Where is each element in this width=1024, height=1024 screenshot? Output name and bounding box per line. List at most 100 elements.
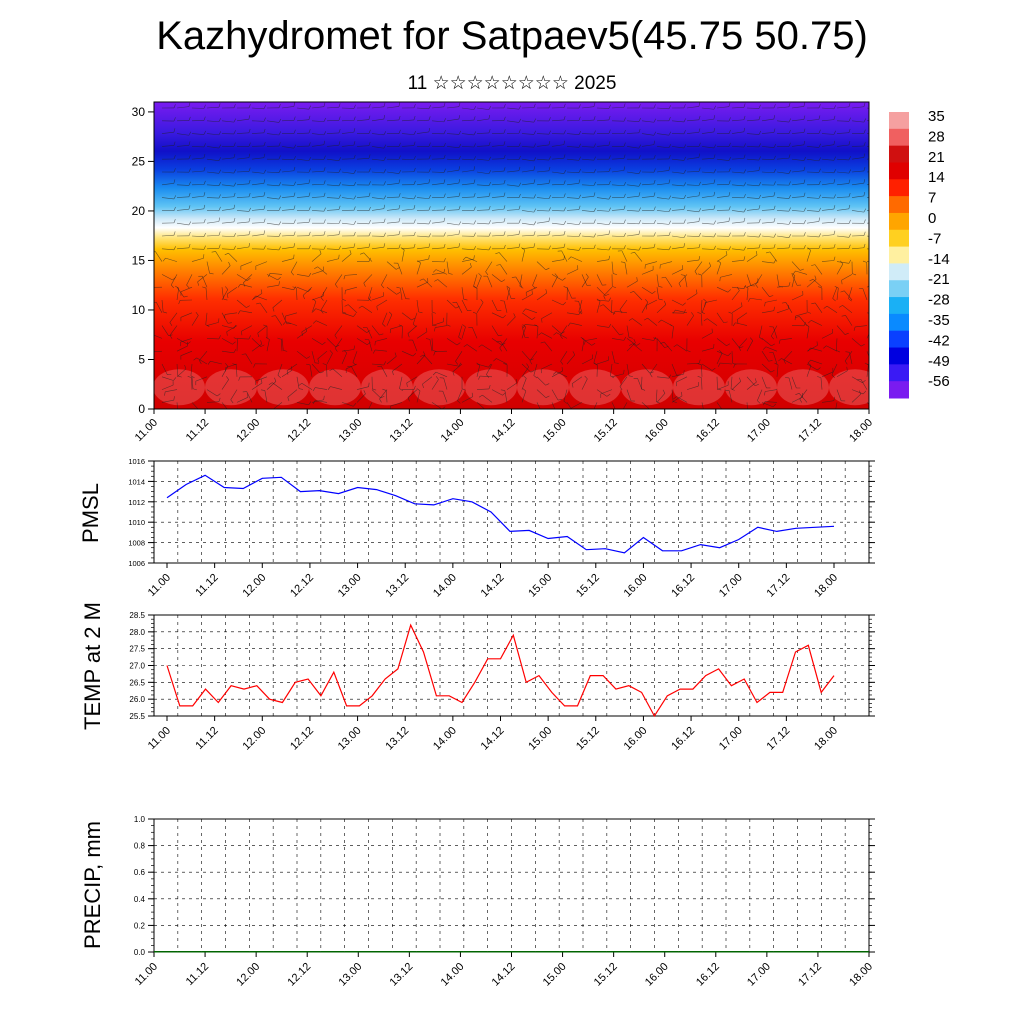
wind-barb: [836, 171, 849, 174]
wind-barb-flag: [246, 305, 250, 308]
wind-barb-flag: [233, 245, 236, 250]
wind-barb-flag: [416, 388, 421, 392]
wind-barb-flag: [301, 331, 303, 336]
wind-barb: [821, 182, 834, 186]
wind-barb-flag: [711, 367, 716, 371]
warm-blob: [154, 369, 205, 406]
wind-barb: [371, 295, 384, 301]
wind-barb: [465, 256, 478, 262]
wind-barb-flag: [619, 333, 624, 336]
wind-barb: [626, 234, 639, 237]
wind-barb: [626, 146, 639, 149]
wind-barb-flag: [413, 141, 416, 146]
wind-barb: [746, 254, 758, 262]
wind-barb-flag: [178, 300, 181, 305]
wind-barb-flag: [293, 231, 296, 236]
wind-barb: [536, 292, 547, 301]
wind-barb-flag: [278, 206, 281, 211]
wind-barb: [746, 340, 754, 352]
wind-barb: [645, 261, 658, 265]
wind-barb: [429, 339, 433, 352]
wind-barb: [506, 184, 519, 187]
wind-barb-flag: [519, 285, 524, 289]
wind-barb-flag: [256, 302, 261, 305]
wind-barb: [555, 371, 568, 378]
x-tick-label: 11.00: [133, 961, 160, 988]
wind-barb-flag: [698, 256, 701, 261]
wind-barb: [407, 389, 418, 398]
wind-barb-flag: [743, 194, 746, 198]
wind-barb: [317, 266, 328, 275]
wind-barb: [386, 356, 397, 365]
wind-barb-flag: [809, 278, 814, 282]
wind-barb-flag: [805, 324, 810, 327]
wind-barb: [386, 196, 400, 198]
wind-barb: [401, 208, 414, 211]
colorbar-swatch: [889, 145, 909, 163]
wind-barb: [656, 274, 659, 287]
wind-barb: [481, 344, 493, 352]
wind-barb-flag: [863, 166, 866, 171]
wind-barb: [551, 171, 564, 174]
heatmap-x-tick-label: 14.12: [490, 417, 518, 445]
wind-barb-flag: [574, 411, 578, 412]
wind-barb: [761, 195, 774, 198]
wind-barb-flag: [290, 271, 294, 276]
wind-barb-flag: [308, 179, 311, 184]
wind-barb-flag: [653, 337, 658, 340]
wind-barb-flag: [698, 181, 701, 186]
wind-barb: [191, 195, 204, 198]
wind-barb-flag: [218, 169, 222, 174]
wind-barb: [731, 106, 744, 109]
wind-barb: [765, 389, 778, 392]
wind-barb: [361, 305, 373, 314]
wind-barb: [671, 268, 683, 275]
wind-barb: [320, 299, 328, 311]
wind-barb: [296, 350, 307, 359]
temp-grid: [154, 615, 869, 716]
wind-barb: [390, 402, 403, 407]
wind-barb-flag: [203, 143, 206, 148]
wind-barb: [791, 210, 804, 212]
wind-barb: [581, 274, 588, 286]
y-tick-label: 27.5: [129, 645, 145, 654]
wind-barb-flag: [472, 311, 477, 314]
wind-barb: [416, 390, 421, 403]
wind-barb: [536, 183, 549, 186]
wind-barb-flag: [413, 205, 416, 210]
wind-barb-flag: [368, 257, 371, 262]
precip-bar: [606, 951, 631, 953]
wind-barb-flag: [522, 388, 527, 392]
wind-barb-flag: [593, 207, 597, 212]
wind-barb-flag: [608, 155, 611, 160]
wind-barb: [626, 325, 630, 338]
wind-barb-flag: [396, 286, 401, 289]
wind-barb: [191, 133, 204, 135]
wind-barb: [476, 118, 489, 122]
wind-barb: [226, 286, 238, 295]
wind-barb: [581, 119, 594, 122]
colorbar-label: -21: [928, 271, 950, 288]
wind-barb: [161, 299, 164, 312]
wind-barb-flag: [803, 207, 806, 212]
wind-barb-flag: [548, 207, 551, 212]
wind-barb-flag: [233, 118, 237, 123]
wind-barb: [341, 222, 354, 225]
wind-barb: [821, 234, 834, 237]
wind-barb-flag: [473, 116, 476, 121]
wind-barb-flag: [496, 340, 501, 343]
wind-barb: [826, 305, 838, 314]
wind-barb-flag: [530, 370, 535, 373]
y-tick-label: 0.2: [134, 921, 146, 930]
wind-barb: [593, 402, 598, 409]
wind-barb-flag: [178, 414, 182, 415]
wind-barb-flag: [263, 205, 266, 210]
wind-barb: [176, 196, 189, 198]
wind-barb: [386, 119, 399, 122]
wind-barb-flag: [263, 153, 266, 158]
wind-barb: [161, 274, 173, 281]
wind-barb-flag: [792, 270, 796, 275]
wind-barb-flag: [349, 249, 352, 254]
wind-barb-flag: [290, 366, 293, 371]
